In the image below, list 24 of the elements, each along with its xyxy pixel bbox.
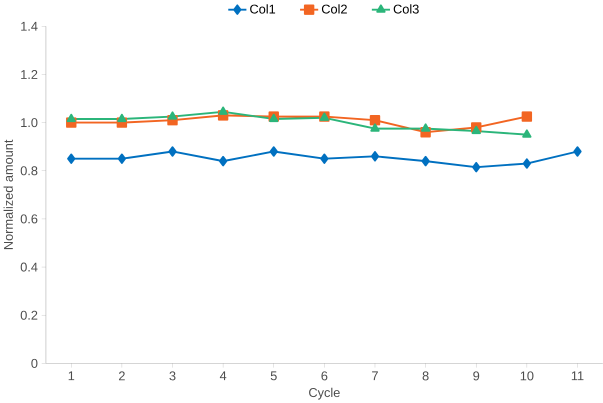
y-tick-label: 0.4: [20, 262, 38, 272]
x-tick-label: 6: [321, 371, 328, 380]
y-tick-label: 0.2: [20, 310, 38, 320]
y-tick-label: 1.4: [21, 22, 38, 31]
x-tick-label: 9: [473, 371, 480, 380]
x-tick-label: 2: [118, 371, 125, 380]
y-tick-label: 1.0: [21, 118, 38, 128]
x-tick-label: 8: [422, 371, 429, 380]
legend-label: Col1: [250, 4, 276, 14]
x-tick-label: 11: [572, 371, 584, 380]
x-tick-label: 5: [270, 371, 277, 380]
y-tick-label: 1.2: [21, 70, 38, 79]
x-tick-label: 3: [169, 371, 176, 380]
x-tick-label: 10: [520, 371, 534, 380]
x-axis-title: Cycle: [309, 388, 340, 400]
y-axis-title: Normalized amount: [4, 140, 13, 250]
x-tick-label: 1: [68, 371, 74, 380]
x-tick-label: 4: [220, 371, 226, 380]
y-tick-label: 0.6: [20, 214, 38, 224]
legend-label: Col2: [322, 4, 347, 14]
y-tick-label: 0.8: [20, 166, 38, 176]
legend-label: Col3: [394, 4, 419, 14]
x-tick-label: 7: [372, 371, 378, 380]
y-tick-label: 0: [31, 358, 38, 368]
